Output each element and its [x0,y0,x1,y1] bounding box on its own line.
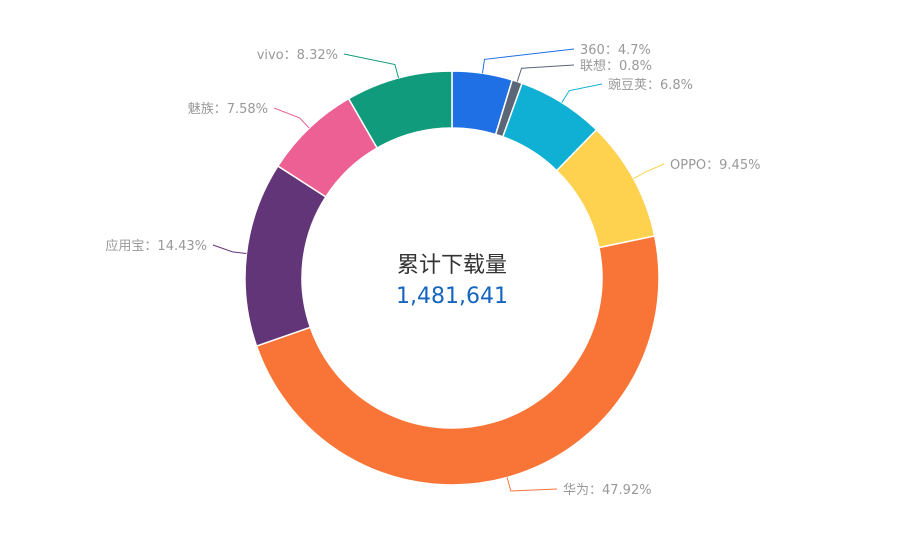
label-line-6 [273,107,310,129]
label-line-7 [343,53,399,79]
slice-label-2: 豌豆荚：6.8% [608,77,693,93]
label-line-0 [481,48,575,74]
donut-slice-4[interactable] [255,235,660,486]
donut-slice-7[interactable] [347,70,453,150]
label-line-4 [506,477,558,492]
label-line-2 [561,83,603,103]
slice-label-3: OPPO：9.45% [670,158,760,173]
slice-label-1: 联想：0.8% [580,58,652,74]
slice-label-6: 魅族：7.58% [188,101,268,117]
label-line-3 [633,163,665,180]
slice-label-4: 华为：47.92% [563,483,652,498]
slice-label-5: 应用宝：14.43% [105,238,207,254]
center-total-value: 1,481,641 [396,284,508,309]
label-line-5 [212,244,247,255]
slice-label-0: 360：4.7% [580,43,651,58]
donut-slice-5[interactable] [244,164,327,347]
slice-label-7: vivo：8.32% [257,48,338,63]
label-line-1 [516,64,575,82]
center-title: 累计下载量 [396,253,507,278]
